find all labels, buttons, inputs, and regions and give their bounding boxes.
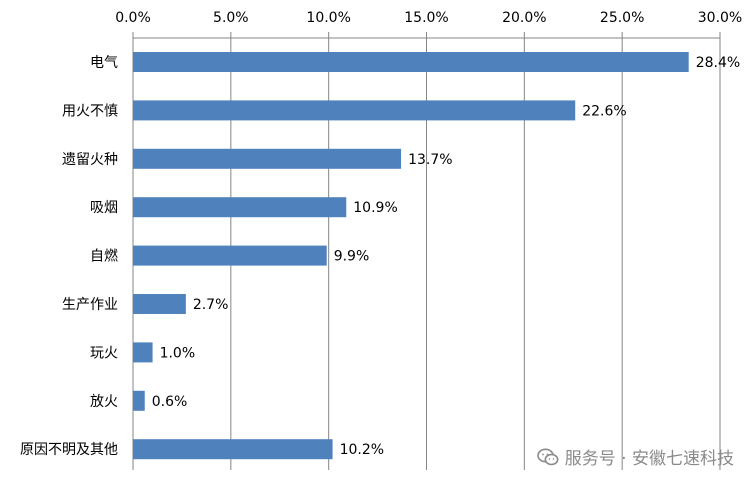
category-label: 自燃 bbox=[90, 248, 118, 265]
data-label: 9.9% bbox=[334, 249, 370, 265]
bars bbox=[133, 52, 689, 460]
watermark-text: 服务号 · 安徽七速科技 bbox=[564, 449, 734, 469]
x-tick-label: 10.0% bbox=[306, 10, 350, 26]
wechat-icon bbox=[536, 448, 559, 465]
bar bbox=[133, 390, 145, 411]
data-label: 10.9% bbox=[353, 200, 397, 216]
bar bbox=[133, 52, 689, 72]
x-axis-ticks: 0.0% 5.0% 10.0% 15.0% 20.0% 25.0% 30.0% bbox=[115, 10, 742, 26]
bar bbox=[133, 342, 153, 363]
bar bbox=[133, 197, 347, 218]
x-tick-label: 15.0% bbox=[404, 10, 448, 26]
data-label: 1.0% bbox=[160, 345, 196, 361]
x-tick-label: 0.0% bbox=[115, 10, 151, 26]
data-label: 28.4% bbox=[696, 55, 740, 71]
data-label: 0.6% bbox=[152, 394, 188, 410]
category-label: 用火不慎 bbox=[62, 103, 118, 119]
x-tick-label: 25.0% bbox=[600, 10, 644, 26]
bar bbox=[133, 100, 576, 121]
category-label: 电气 bbox=[90, 55, 118, 71]
data-labels: 28.4% 22.6% 13.7% 10.9% 9.9% 2.7% 1.0% 0.6% 10.2… bbox=[152, 55, 740, 458]
category-label: 玩火 bbox=[90, 345, 118, 361]
data-label: 2.7% bbox=[193, 297, 229, 313]
category-label: 原因不明及其他 bbox=[20, 442, 118, 458]
x-tick-label: 20.0% bbox=[502, 10, 546, 26]
data-label: 10.2% bbox=[340, 442, 384, 458]
bar bbox=[133, 245, 327, 266]
x-tick-label: 5.0% bbox=[213, 10, 249, 26]
x-tick-label: 30.0% bbox=[698, 10, 742, 26]
category-label: 遗留火种 bbox=[62, 152, 118, 168]
category-label: 放火 bbox=[90, 394, 118, 410]
bar bbox=[133, 439, 333, 460]
category-label: 吸烟 bbox=[90, 200, 118, 216]
data-label: 13.7% bbox=[408, 152, 452, 168]
data-label: 22.6% bbox=[582, 103, 626, 119]
bar bbox=[133, 294, 186, 314]
watermark: 服务号 · 安徽七速科技 bbox=[536, 444, 734, 469]
category-label: 生产作业 bbox=[62, 297, 118, 313]
bar bbox=[133, 148, 402, 169]
